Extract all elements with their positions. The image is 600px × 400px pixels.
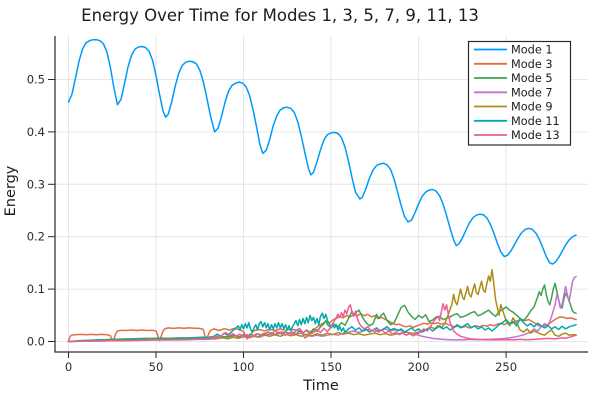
legend-label-mode-13: Mode 13 — [511, 129, 560, 142]
x-tick-label: 250 — [495, 360, 517, 374]
y-tick-label: 0.3 — [27, 177, 45, 191]
chart-title: Energy Over Time for Modes 1, 3, 5, 7, 9… — [81, 6, 479, 25]
x-tick-label: 150 — [320, 360, 342, 374]
series-layer — [67, 38, 577, 343]
y-tick-label: 0.2 — [27, 230, 45, 244]
series-line-mode-3 — [67, 312, 577, 342]
x-tick-label: 50 — [149, 360, 164, 374]
y-tick-label: 0.5 — [27, 73, 45, 87]
axis-spines — [54, 36, 588, 353]
x-tick-label: 200 — [408, 360, 430, 374]
legend-label-mode-3: Mode 3 — [511, 58, 553, 71]
y-tick-label: 0.1 — [27, 282, 45, 296]
x-tick-label: 0 — [65, 360, 72, 374]
series-line-mode-11 — [67, 312, 577, 343]
y-tick-label: 0.4 — [27, 125, 45, 139]
series-line-mode-5 — [67, 282, 577, 343]
legend-label-mode-11: Mode 11 — [511, 115, 560, 128]
legend-label-mode-7: Mode 7 — [511, 86, 553, 99]
x-tick-label: 100 — [233, 360, 255, 374]
series-line-mode-13 — [67, 303, 577, 343]
legend-label-mode-9: Mode 9 — [511, 101, 553, 114]
axes-layer: 0 50 100 150 200 250 0.0 0.1 0.2 0.3 0.4 0.5 — [27, 36, 588, 374]
y-axis-label: Energy — [3, 165, 19, 216]
y-tick-label: 0.0 — [27, 335, 45, 349]
legend-label-mode-5: Mode 5 — [511, 72, 553, 85]
series-line-mode-1 — [67, 38, 577, 265]
legend-label-mode-1: Mode 1 — [511, 44, 553, 57]
legend-box — [467, 40, 572, 146]
x-axis-label: Time — [302, 378, 339, 394]
